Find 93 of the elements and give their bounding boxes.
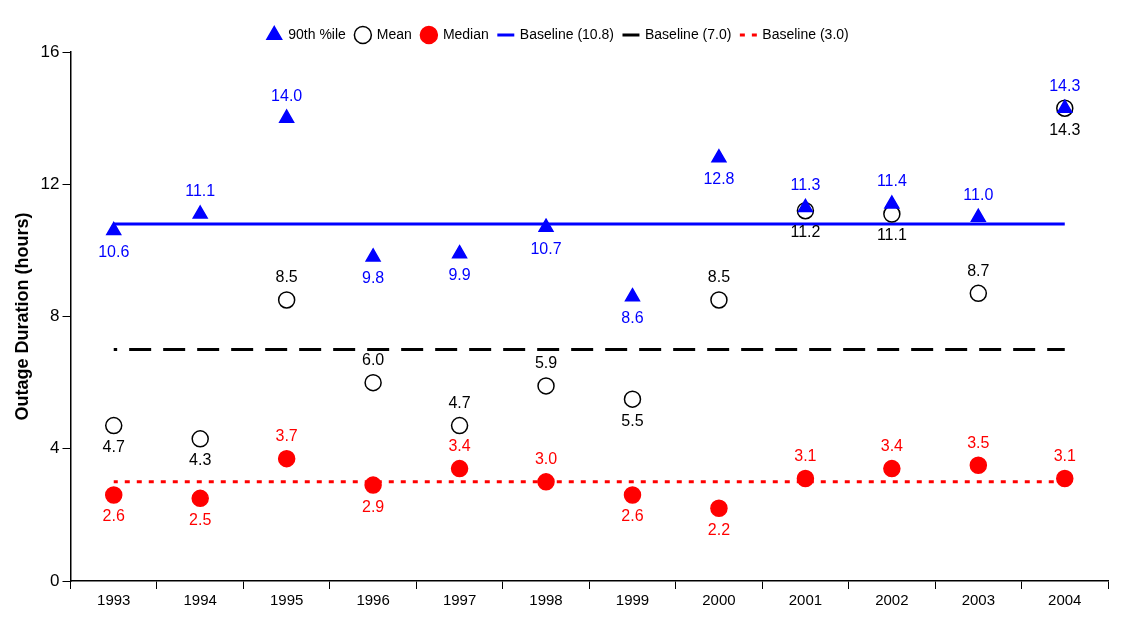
x-tick-label: 1993 [97,591,131,609]
x-tick-label: 2004 [1048,591,1082,609]
point [710,499,728,518]
point [623,390,642,408]
point [450,416,469,435]
data-label: 8.6 [621,309,644,327]
point [277,291,296,309]
point [104,416,123,435]
point [537,473,555,491]
point [365,248,381,262]
data-label: 14.3 [1049,120,1081,138]
data-label: 14.3 [1049,76,1081,94]
legend-label: 90th %ile [288,25,347,42]
point [104,486,123,504]
point [192,205,208,219]
point [796,469,815,488]
legend-label: Median [442,25,489,42]
legend-label: Mean [376,25,412,42]
data-label: 5.5 [621,411,644,429]
data-label: 10.6 [98,242,130,260]
data-label: 3.4 [880,436,904,454]
x-tick-label: 2003 [961,591,995,609]
data-label: 11.3 [790,175,821,193]
point [711,149,727,163]
point [364,373,382,392]
data-label: 3.1 [1053,446,1076,464]
legend-label: Baseline (3.0) [762,25,849,42]
point [797,198,814,213]
data-label: 8.5 [707,268,731,286]
data-label: 2.5 [189,510,212,528]
point [106,221,122,236]
x-tick-label: 2002 [875,591,909,609]
x-tick-label: 1996 [356,591,390,609]
data-label: 2.2 [707,520,731,538]
data-label: 3.7 [275,427,298,445]
x-tick-label: 1999 [615,591,650,609]
point [451,244,468,259]
point [969,456,988,475]
data-label: 3.4 [448,436,471,454]
x-tick-label: 1994 [183,591,217,609]
data-label: 11.0 [963,185,994,203]
data-label: 3.1 [794,446,817,464]
y-axis-title: Outage Duration (hours) [11,212,32,421]
data-label: 2.6 [102,507,125,525]
data-label: 14.0 [271,86,303,104]
data-label: 9.9 [448,266,471,284]
data-label: 11.4 [876,172,907,190]
x-tick-label: 1995 [269,591,304,609]
point [1057,99,1073,113]
data-label: 12.8 [703,170,735,188]
data-label: 4.3 [189,451,212,469]
y-tick-label: 4 [50,438,60,458]
point [623,486,642,504]
data-label: 2.6 [621,507,644,525]
point [191,430,209,448]
data-label: 9.8 [361,269,385,287]
y-tick-label: 16 [40,41,60,61]
x-tick-label: 2000 [702,591,736,609]
data-label: 11.1 [185,182,216,200]
point [1056,469,1074,488]
data-label: 8.7 [967,261,990,279]
point [969,284,988,303]
data-label: 3.5 [967,433,990,451]
data-label: 2.9 [361,497,385,515]
y-tick-label: 8 [50,306,60,326]
data-label: 10.7 [530,239,562,257]
data-label: 3.0 [534,450,558,468]
point [710,291,728,309]
point [191,489,209,508]
data-label: 5.9 [534,354,558,372]
point [970,208,986,223]
data-label: 6.0 [361,351,385,369]
point [277,449,296,468]
data-label: 8.5 [275,268,298,286]
point [884,195,900,209]
point [278,109,295,123]
y-tick-label: 0 [50,570,60,590]
data-label: 11.1 [876,226,907,244]
x-tick-label: 1998 [529,591,563,609]
point [364,476,382,494]
point [883,459,901,478]
point [450,459,469,478]
data-label: 4.7 [448,394,471,412]
point [538,218,554,232]
legend-label: Baseline (10.8) [519,25,614,42]
point [537,377,555,395]
data-label: 4.7 [102,438,125,456]
point [624,287,641,302]
x-tick-label: 2001 [788,591,823,609]
data-label: 11.2 [790,223,821,241]
y-tick-label: 12 [40,173,60,193]
x-tick-label: 1997 [442,591,477,609]
legend-label: Baseline (7.0) [644,25,732,42]
